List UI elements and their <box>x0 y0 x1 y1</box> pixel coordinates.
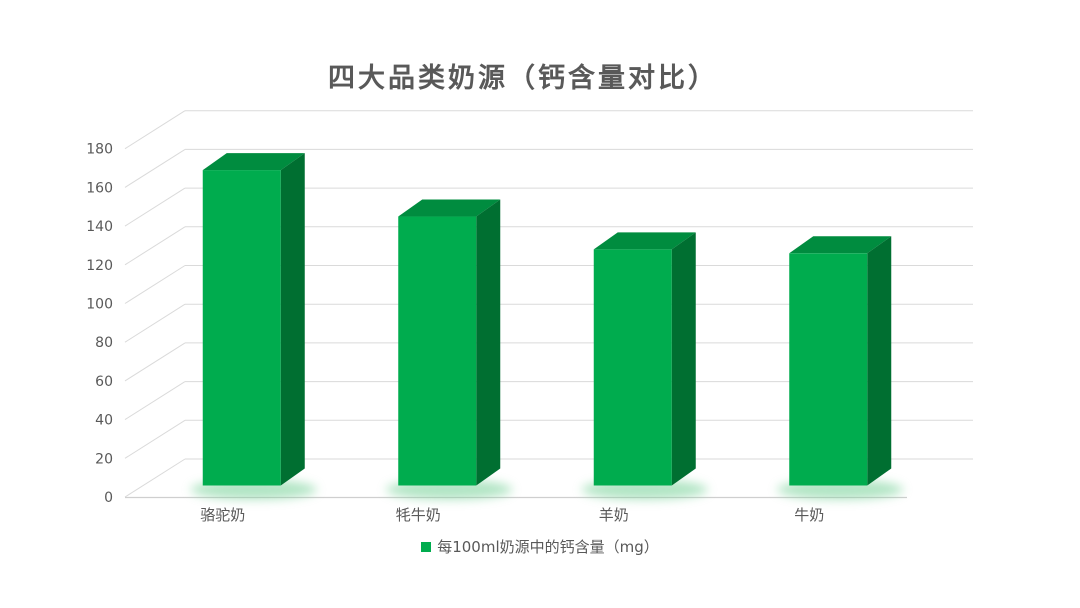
y-tick-label: 40 <box>95 413 113 429</box>
bar-front-face <box>202 170 281 486</box>
bar-side-face <box>867 236 892 486</box>
category-label: 羊奶 <box>599 506 629 524</box>
y-tick-label: 120 <box>86 258 113 274</box>
y-tick-label: 20 <box>95 451 113 467</box>
gridline-diagonal <box>124 226 186 266</box>
gridline-diagonal <box>124 419 186 459</box>
gridline-diagonal <box>124 303 186 343</box>
y-tick-label: 160 <box>86 180 113 196</box>
legend-series-label: 每100ml奶源中的钙含量（mg） <box>437 538 659 556</box>
bar <box>190 153 317 500</box>
legend: 每100ml奶源中的钙含量（mg） <box>0 538 1080 556</box>
bar-top-face <box>593 232 696 250</box>
gridline-diagonal <box>124 110 186 150</box>
legend-color-swatch-icon <box>421 542 432 552</box>
bar-top-face <box>398 199 501 217</box>
y-tick-label: 60 <box>95 374 113 390</box>
y-tick-label: 80 <box>95 335 113 351</box>
axis-labels: 0 20 40 60 80 100 120 140 160 180 骆驼奶 牦牛奶 羊奶 牛奶 <box>86 142 824 524</box>
bar <box>777 236 904 500</box>
y-tick-label: 0 <box>104 490 113 506</box>
bar-top-face <box>202 153 305 171</box>
gridline-diagonal <box>124 458 186 498</box>
category-label: 骆驼奶 <box>200 506 245 524</box>
bar-series <box>190 153 904 500</box>
gridline-diagonal <box>124 187 186 227</box>
bar <box>581 232 708 500</box>
gridline-diagonal <box>124 265 186 304</box>
bar-side-face <box>280 153 305 486</box>
bar-side-face <box>671 232 696 486</box>
y-tick-label: 140 <box>86 219 113 235</box>
y-tick-label: 100 <box>86 297 113 313</box>
bar-front-face <box>789 253 868 486</box>
bar-front-face <box>593 249 672 486</box>
bar-front-face <box>398 216 477 486</box>
y-tick-label: 180 <box>86 142 113 158</box>
chart-title: 四大品类奶源（钙含量对比） <box>328 63 718 94</box>
bar <box>386 199 513 500</box>
bar-side-face <box>476 199 501 486</box>
gridline-diagonal <box>124 342 186 382</box>
bar-top-face <box>789 236 892 254</box>
gridline-diagonal <box>124 381 186 421</box>
category-label: 牛奶 <box>794 506 824 524</box>
gridline-diagonal <box>124 148 186 188</box>
category-label: 牦牛奶 <box>396 506 441 524</box>
